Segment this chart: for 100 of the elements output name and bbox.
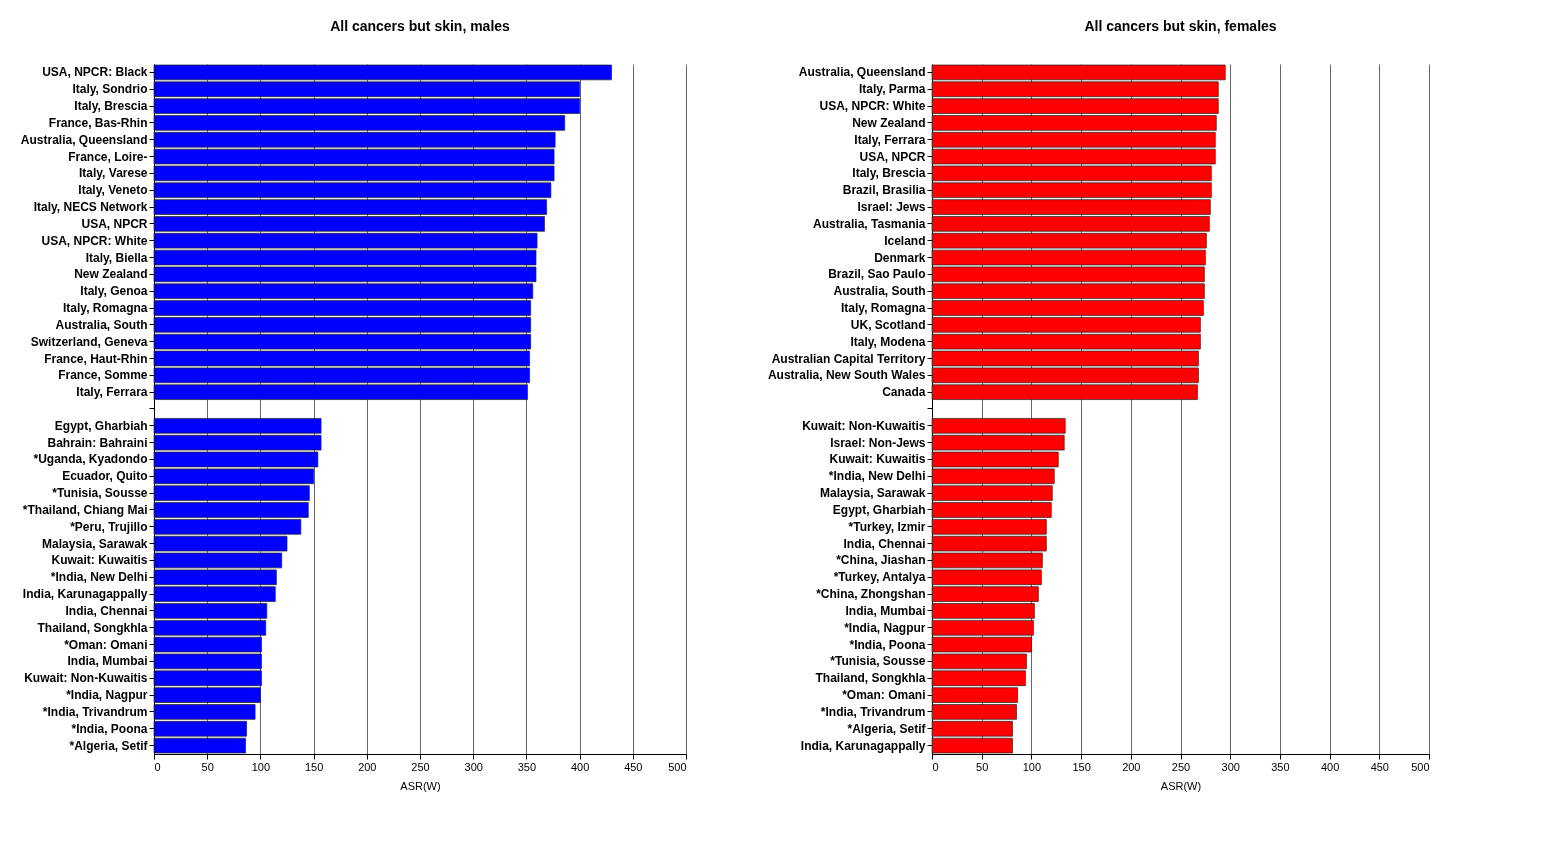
y-tick-label: India, Chennai bbox=[843, 536, 926, 551]
y-tick-label: *Turkey, Izmir bbox=[848, 519, 926, 534]
y-tick-label: *India, New Delhi bbox=[828, 469, 926, 484]
x-tick-label: 500 bbox=[668, 760, 687, 773]
y-tick-label: *Algeria, Setif bbox=[847, 721, 927, 736]
y-tick-label: Italy, Parma bbox=[859, 82, 926, 97]
y-tick-label: Italy, NECS Network bbox=[33, 200, 148, 215]
x-tick-label: 250 bbox=[1171, 760, 1191, 773]
y-tick-label: Israel: Non-Jews bbox=[830, 435, 926, 450]
y-tick-label: Italy, Romagna bbox=[63, 301, 148, 316]
y-tick-label: *India, Poona bbox=[71, 721, 148, 736]
y-tick-label: Kuwait: Non-Kuwaitis bbox=[802, 418, 926, 433]
y-tick-label: Australia, New South Wales bbox=[767, 368, 926, 383]
y-tick-label: *India, Trivandrum bbox=[42, 704, 148, 719]
y-tick-label: Italy, Genoa bbox=[80, 284, 148, 299]
x-tick-label: 350 bbox=[1271, 760, 1290, 773]
y-tick-label: Egypt, Gharbiah bbox=[832, 502, 926, 517]
y-tick-label: *Oman: Omani bbox=[64, 637, 148, 652]
y-tick-label: *Tunisia, Sousse bbox=[52, 486, 148, 501]
y-tick-label: Italy, Modena bbox=[850, 334, 926, 349]
x-axis-title: ASR(W) bbox=[400, 779, 441, 792]
x-tick-label: 300 bbox=[464, 760, 483, 773]
y-tick-label: India, Karunagappally bbox=[800, 738, 926, 753]
y-tick-label: *China, Jiashan bbox=[836, 553, 926, 568]
chart-title: All cancers but skin, males bbox=[330, 18, 511, 34]
y-tick-label: USA, NPCR bbox=[859, 149, 926, 164]
y-tick-label: *Oman: Omani bbox=[842, 688, 926, 703]
x-tick-label: 250 bbox=[411, 760, 430, 773]
chart-title: All cancers but skin, females bbox=[1084, 18, 1277, 34]
y-tick-label: Italy, Veneto bbox=[78, 183, 148, 198]
y-tick-label: *Thailand, Chiang Mai bbox=[22, 502, 148, 517]
y-tick-label: *Turkey, Antalya bbox=[833, 570, 926, 585]
y-tick-label: Brazil, Sao Paulo bbox=[828, 267, 926, 282]
y-tick-label: Canada bbox=[882, 385, 926, 400]
x-tick-label: 150 bbox=[1072, 760, 1091, 773]
y-tick-label: New Zealand bbox=[74, 267, 148, 282]
x-tick-label: 450 bbox=[624, 760, 643, 773]
y-tick-label: *Algeria, Setif bbox=[69, 738, 149, 753]
y-tick-label: *Uganda, Kyadondo bbox=[33, 452, 148, 467]
y-tick-label: *India, Poona bbox=[849, 637, 926, 652]
y-tick-label: Israel: Jews bbox=[857, 200, 926, 215]
y-tick-label: India, Karunagappally bbox=[22, 587, 148, 602]
y-tick-label: Kuwait: Kuwaitis bbox=[829, 452, 926, 467]
y-tick-label: Malaysia, Sarawak bbox=[820, 486, 926, 501]
y-tick-label: Italy, Brescia bbox=[74, 99, 148, 114]
x-tick-label: 500 bbox=[1411, 760, 1430, 773]
y-tick-label: Thailand, Songkhla bbox=[815, 671, 926, 686]
y-tick-label: France, Haut-Rhin bbox=[44, 351, 148, 366]
y-tick-label: *Tunisia, Sousse bbox=[830, 654, 926, 669]
y-tick-label: Italy, Biella bbox=[85, 250, 148, 265]
y-tick-label: Australian Capital Territory bbox=[771, 351, 926, 366]
x-tick-label: 400 bbox=[570, 760, 590, 773]
y-tick-label: Switzerland, Geneva bbox=[30, 334, 148, 349]
y-tick-label: Kuwait: Kuwaitis bbox=[51, 553, 148, 568]
y-tick-label: USA, NPCR: Black bbox=[42, 65, 148, 80]
y-tick-label: Italy, Sondrio bbox=[72, 82, 148, 97]
x-tick-label: 50 bbox=[201, 760, 214, 773]
y-tick-label: USA, NPCR: White bbox=[819, 99, 926, 114]
y-tick-label: Bahrain: Bahraini bbox=[47, 435, 148, 450]
y-tick-label: Australia, South bbox=[55, 317, 148, 332]
y-tick-label: India, Mumbai bbox=[67, 654, 148, 669]
y-tick-label: Kuwait: Non-Kuwaitis bbox=[24, 671, 148, 686]
y-tick-label: Brazil, Brasilia bbox=[842, 183, 926, 198]
x-axis-title: ASR(W) bbox=[1160, 779, 1202, 792]
x-tick-label: 300 bbox=[1221, 760, 1240, 773]
x-tick-label: 200 bbox=[1122, 760, 1141, 773]
y-tick-label: Italy, Ferrara bbox=[76, 385, 148, 400]
y-tick-label: Australia, Queensland bbox=[20, 132, 148, 147]
y-tick-label: Italy, Ferrara bbox=[854, 132, 926, 147]
y-tick-label: Ecuador, Quito bbox=[62, 469, 148, 484]
x-tick-label: 0 bbox=[932, 760, 939, 773]
y-tick-label: Italy, Varese bbox=[79, 166, 148, 181]
y-tick-label: India, Mumbai bbox=[845, 603, 926, 618]
x-tick-label: 0 bbox=[154, 760, 161, 773]
x-tick-label: 200 bbox=[358, 760, 377, 773]
y-tick-label: Malaysia, Sarawak bbox=[42, 536, 148, 551]
y-tick-label: Italy, Romagna bbox=[841, 301, 926, 316]
y-tick-label: UK, Scotland bbox=[850, 317, 926, 332]
x-tick-label: 100 bbox=[251, 760, 271, 773]
x-tick-label: 100 bbox=[1022, 760, 1042, 773]
y-tick-label: *India, New Delhi bbox=[50, 570, 148, 585]
x-tick-label: 400 bbox=[1320, 760, 1340, 773]
y-tick-label: Iceland bbox=[884, 233, 926, 248]
x-tick-label: 450 bbox=[1370, 760, 1389, 773]
y-tick-label: *China, Zhongshan bbox=[816, 587, 926, 602]
y-tick-label: Australia, South bbox=[833, 284, 926, 299]
y-tick-label: USA, NPCR bbox=[81, 216, 148, 231]
y-tick-label: New Zealand bbox=[852, 115, 926, 130]
y-tick-label: *India, Nagpur bbox=[844, 620, 926, 635]
y-tick-label: *India, Nagpur bbox=[66, 688, 148, 703]
x-tick-label: 350 bbox=[517, 760, 537, 773]
y-tick-label: Italy, Brescia bbox=[852, 166, 926, 181]
y-tick-label: USA, NPCR: White bbox=[41, 233, 148, 248]
y-tick-label: Egypt, Gharbiah bbox=[54, 418, 148, 433]
y-tick-label: *Peru, Trujillo bbox=[70, 519, 148, 534]
y-tick-label: France, Loire- bbox=[68, 149, 148, 164]
x-tick-label: 150 bbox=[304, 760, 324, 773]
y-tick-label: Thailand, Songkhla bbox=[37, 620, 148, 635]
y-tick-label: France, Somme bbox=[58, 368, 148, 383]
y-tick-label: Denmark bbox=[874, 250, 926, 265]
